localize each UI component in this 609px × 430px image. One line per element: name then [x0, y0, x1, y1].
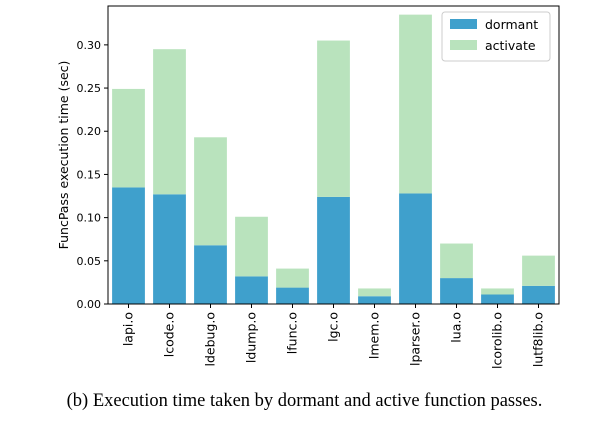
- y-tick-label: 0.10: [77, 212, 102, 225]
- bar-dormant-ldebug-o: [194, 245, 227, 304]
- bar-dormant-lcorolib-o: [481, 294, 514, 304]
- x-tick-label: lparser.o: [408, 312, 423, 366]
- figure-caption: (b) Execution time taken by dormant and …: [66, 391, 543, 411]
- bar-dormant-ldump-o: [235, 276, 268, 304]
- legend-swatch-activate: [450, 40, 477, 50]
- y-tick-label: 0.15: [77, 168, 102, 181]
- bars-group: [112, 14, 555, 304]
- bar-activate-ldebug-o: [194, 137, 227, 246]
- bar-activate-ldump-o: [235, 216, 268, 277]
- y-tick-label: 0.30: [77, 39, 102, 52]
- chart: 0.00 0.05 0.10 0.15 0.20 0.25 0.30 lapi.o lcode…: [56, 5, 560, 369]
- bar-activate-lfunc-o: [276, 268, 309, 288]
- y-axis: 0.00 0.05 0.10 0.15 0.20 0.25 0.30: [77, 39, 108, 311]
- bar-activate-lcorolib-o: [481, 288, 514, 295]
- legend-label-dormant: dormant: [485, 17, 538, 32]
- bar-dormant-lcode-o: [153, 194, 186, 304]
- x-tick-label: lcorolib.o: [490, 312, 505, 369]
- legend-label-activate: activate: [485, 38, 536, 53]
- x-tick-label: lua.o: [449, 312, 464, 343]
- x-axis: lapi.o lcode.o ldebug.o ldump.o lfunc.o lgc.o…: [121, 304, 546, 369]
- y-tick-label: 0.00: [77, 298, 102, 311]
- bar-dormant-lfunc-o: [276, 287, 309, 304]
- x-tick-label: lcode.o: [162, 312, 177, 357]
- bar-activate-lparser-o: [399, 14, 432, 194]
- bar-activate-lapi-o: [112, 88, 145, 188]
- x-tick-label: lfunc.o: [285, 312, 300, 354]
- x-tick-label: ldump.o: [244, 312, 259, 363]
- bar-dormant-lparser-o: [399, 193, 432, 304]
- plot-frame: [107, 5, 560, 305]
- x-tick-label: lapi.o: [121, 312, 136, 346]
- bar-activate-lgc-o: [317, 40, 350, 197]
- bar-dormant-lmem-o: [358, 296, 391, 304]
- bar-activate-lmem-o: [358, 288, 391, 297]
- x-tick-label: lutf8lib.o: [531, 312, 546, 367]
- bar-activate-lua-o: [440, 243, 473, 279]
- bar-dormant-lapi-o: [112, 187, 145, 304]
- bar-dormant-lutf8lib-o: [522, 285, 555, 304]
- x-tick-label: lgc.o: [326, 312, 341, 342]
- y-tick-label: 0.25: [77, 82, 102, 95]
- legend-swatch-dormant: [450, 19, 477, 29]
- y-tick-label: 0.20: [77, 125, 102, 138]
- legend: dormant activate: [441, 11, 551, 62]
- x-tick-label: ldebug.o: [203, 312, 218, 367]
- y-tick-label: 0.05: [77, 255, 102, 268]
- bar-activate-lutf8lib-o: [522, 255, 555, 286]
- y-axis-title: FuncPass execution time (sec): [56, 61, 71, 250]
- bar-dormant-lua-o: [440, 278, 473, 304]
- bar-activate-lcode-o: [153, 49, 186, 195]
- x-tick-label: lmem.o: [367, 312, 382, 359]
- bar-dormant-lgc-o: [317, 196, 350, 304]
